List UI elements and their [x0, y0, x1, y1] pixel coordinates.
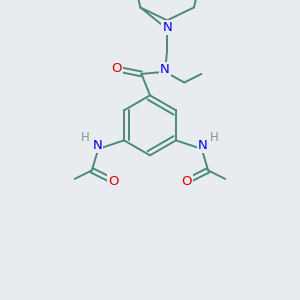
- Text: N: N: [198, 139, 208, 152]
- Text: N: N: [160, 63, 170, 76]
- Text: H: H: [81, 130, 90, 144]
- Text: N: N: [92, 139, 102, 152]
- Text: O: O: [112, 62, 122, 75]
- Text: O: O: [182, 175, 192, 188]
- Text: O: O: [108, 175, 119, 188]
- Text: N: N: [162, 21, 172, 34]
- Text: H: H: [210, 130, 219, 144]
